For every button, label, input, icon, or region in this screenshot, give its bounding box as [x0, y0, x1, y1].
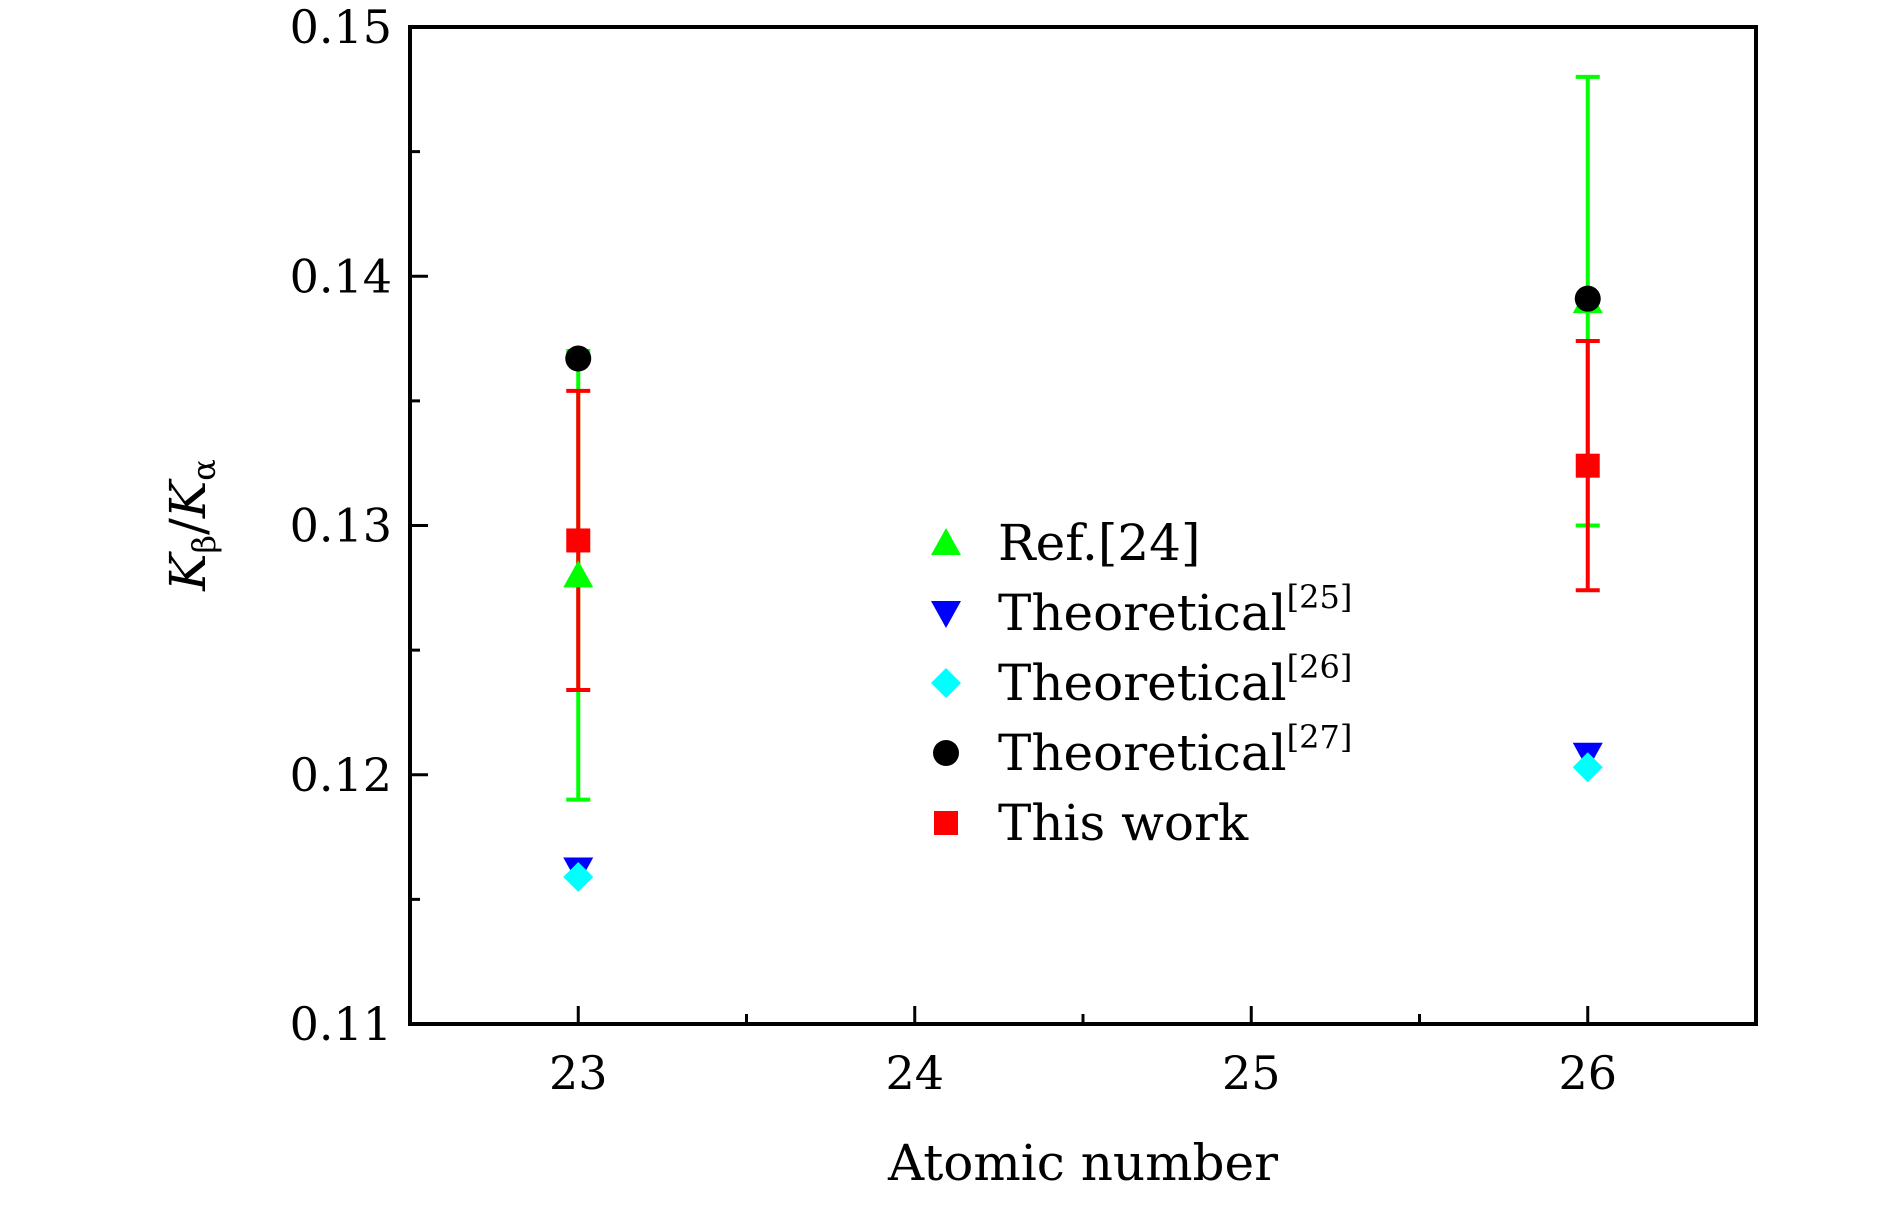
y-tick-label: 0.14 [290, 249, 392, 303]
data-point [1572, 752, 1603, 783]
legend-label: Theoretical[27] [998, 718, 1352, 782]
x-tick-labels: 23 24 25 26 [549, 1046, 1617, 1100]
y-title-k-alpha: K [159, 478, 217, 519]
data-markers [563, 285, 1603, 892]
data-point [1575, 453, 1600, 478]
y-title-slash: / [159, 518, 217, 535]
legend-marker [933, 740, 959, 766]
y-tick-label: 0.13 [290, 499, 392, 553]
axis-ticks [410, 25, 1590, 1026]
data-point [563, 560, 594, 588]
legend-label: This work [998, 794, 1249, 852]
x-tick-label: 25 [1222, 1046, 1281, 1100]
x-tick-label: 24 [885, 1046, 944, 1100]
legend-marker [931, 668, 961, 698]
data-point [563, 861, 594, 892]
svg-text:Kβ/Kα: Kβ/Kα [159, 459, 223, 592]
y-title-sub-alpha: α [185, 459, 223, 481]
y-title-k-beta: K [159, 551, 217, 592]
legend: Ref.[24]Theoretical[25]Theoretical[26]Th… [931, 514, 1352, 852]
legend-label: Ref.[24] [998, 514, 1201, 572]
x-tick-label: 26 [1558, 1046, 1617, 1100]
y-tick-label: 0.11 [290, 997, 392, 1051]
y-tick-label: 0.12 [290, 748, 392, 802]
y-title-sub-beta: β [185, 535, 223, 554]
legend-marker [931, 601, 961, 628]
data-point [1574, 285, 1601, 312]
x-tick-label: 23 [549, 1046, 608, 1100]
legend-marker [931, 528, 961, 555]
legend-marker [934, 811, 958, 835]
y-tick-labels: 0.11 0.12 0.13 0.14 0.15 [290, 0, 392, 1051]
y-tick-label: 0.15 [290, 0, 392, 54]
legend-label: Theoretical[25] [998, 578, 1352, 642]
x-axis-title: Atomic number [887, 1134, 1278, 1192]
y-axis-title: Kβ/Kα [159, 459, 223, 592]
data-point [566, 528, 591, 553]
legend-label: Theoretical[26] [998, 648, 1352, 712]
data-point [565, 345, 592, 372]
